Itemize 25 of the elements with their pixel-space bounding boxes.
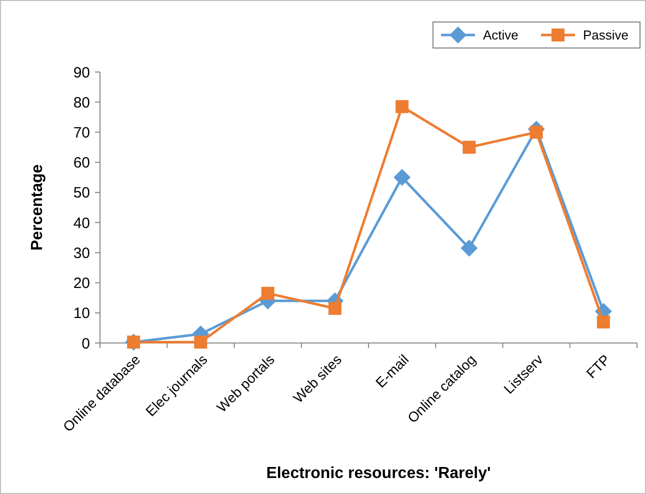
- x-tick-label: Web sites: [290, 351, 345, 406]
- point: [460, 240, 478, 257]
- legend-label: Passive: [583, 28, 629, 43]
- y-tick-label: 60: [73, 154, 90, 172]
- y-tick-label: 90: [73, 64, 90, 82]
- y-tick-label: 10: [73, 305, 90, 322]
- y-tick-label: 20: [73, 275, 90, 292]
- y-tick-label: 0: [82, 335, 90, 352]
- point: [261, 286, 274, 300]
- point: [194, 336, 208, 349]
- legend-label: Active: [483, 28, 518, 43]
- point: [396, 100, 409, 114]
- point: [530, 126, 543, 139]
- y-tick-label: 50: [73, 184, 90, 202]
- x-axis-title: Electronic resources: 'Rarely': [266, 465, 491, 482]
- y-axis-title: Percentage: [29, 164, 46, 251]
- y-tick-label: 70: [73, 124, 90, 142]
- point: [328, 302, 342, 315]
- y-tick-label: 30: [73, 244, 90, 262]
- x-tick-label: FTP: [583, 351, 614, 382]
- point: [394, 168, 411, 186]
- y-tick-label: 80: [73, 94, 90, 112]
- point: [462, 140, 476, 154]
- y-tick-label: 40: [73, 214, 90, 232]
- point: [596, 315, 610, 328]
